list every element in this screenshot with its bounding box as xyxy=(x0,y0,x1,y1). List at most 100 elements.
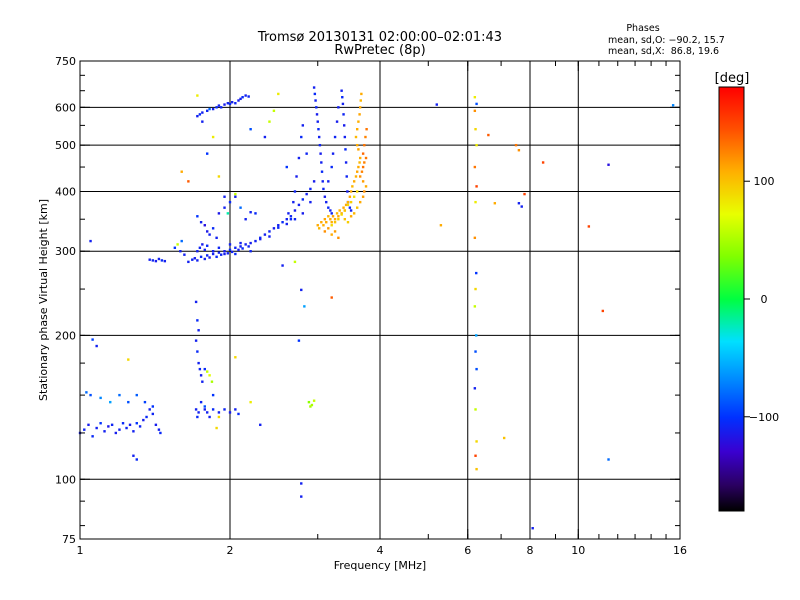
colorbar-tick-label: −100 xyxy=(749,411,779,424)
data-point xyxy=(247,95,250,98)
data-point xyxy=(293,260,297,264)
data-point xyxy=(205,411,209,414)
phases-mean-o: mean, sd,O: −90.2, 15.7 xyxy=(608,35,725,46)
data-point xyxy=(473,387,477,390)
data-point xyxy=(277,92,280,96)
data-point xyxy=(151,259,155,262)
data-point xyxy=(234,408,237,411)
data-point xyxy=(355,143,359,147)
data-point xyxy=(154,423,158,427)
data-point xyxy=(473,165,477,169)
data-point xyxy=(83,428,86,431)
data-point xyxy=(309,405,312,408)
data-point xyxy=(217,251,221,254)
data-point xyxy=(203,408,206,411)
data-point xyxy=(234,102,237,105)
data-point xyxy=(180,239,183,243)
x-tick-label: 4 xyxy=(377,544,384,557)
data-point xyxy=(354,135,358,139)
data-point xyxy=(95,426,98,430)
data-point xyxy=(234,246,237,249)
x-tick-label: 6 xyxy=(464,544,471,557)
data-point xyxy=(196,250,199,253)
data-point xyxy=(89,239,92,243)
data-point xyxy=(342,113,345,116)
data-point xyxy=(223,408,226,411)
data-point xyxy=(244,94,247,97)
data-point xyxy=(327,227,330,230)
data-point xyxy=(203,224,206,227)
data-point xyxy=(228,411,232,414)
data-point xyxy=(87,423,90,427)
data-point xyxy=(110,423,114,427)
data-point xyxy=(259,237,262,241)
data-point xyxy=(327,206,330,209)
data-point xyxy=(179,250,182,253)
chart-title: Tromsø 20130131 02:00:00–02:01:43 xyxy=(257,30,502,45)
data-point xyxy=(196,259,199,262)
data-point xyxy=(234,192,237,196)
data-points xyxy=(78,86,675,530)
data-point xyxy=(145,415,148,419)
data-point xyxy=(300,288,303,292)
data-point xyxy=(142,418,145,422)
data-point xyxy=(148,258,151,261)
data-point xyxy=(330,165,333,169)
data-point xyxy=(234,252,237,256)
data-point xyxy=(219,106,223,109)
data-point xyxy=(333,230,337,233)
data-point xyxy=(183,253,186,256)
data-point xyxy=(205,370,209,373)
data-point xyxy=(135,393,138,397)
data-point xyxy=(281,264,284,267)
data-point xyxy=(215,426,218,430)
data-point xyxy=(211,227,215,230)
data-point xyxy=(318,143,322,147)
y-axis-ticks: 75 100 200 300 400 500 600 750 xyxy=(55,55,680,546)
data-point xyxy=(342,124,346,127)
data-point xyxy=(358,200,362,204)
data-point xyxy=(127,400,130,404)
data-point xyxy=(346,200,350,204)
data-point xyxy=(355,127,359,131)
data-point xyxy=(531,527,534,530)
data-point xyxy=(361,195,365,198)
data-point xyxy=(114,431,118,435)
data-point xyxy=(331,215,335,218)
data-point xyxy=(439,224,443,227)
data-point xyxy=(99,396,102,400)
data-point xyxy=(249,400,252,404)
data-point xyxy=(99,422,102,425)
data-point xyxy=(148,408,151,411)
data-point xyxy=(520,205,523,208)
data-point xyxy=(237,412,240,416)
data-point xyxy=(340,213,343,216)
data-point xyxy=(329,218,332,221)
data-point xyxy=(321,180,324,183)
data-point xyxy=(234,195,237,198)
data-point xyxy=(541,161,545,164)
data-point xyxy=(475,367,478,371)
phases-mean-x: mean, sd,X: 86.8, 19.6 xyxy=(608,46,719,57)
data-point xyxy=(517,149,521,152)
data-point xyxy=(493,202,497,205)
data-point xyxy=(180,170,183,173)
data-point xyxy=(435,103,438,106)
y-tick-label: 400 xyxy=(55,185,76,198)
data-point xyxy=(358,106,362,109)
data-point xyxy=(300,495,303,498)
data-point xyxy=(474,200,477,204)
data-point xyxy=(239,245,242,248)
data-point xyxy=(344,148,347,151)
colorbar-label: [deg] xyxy=(715,71,750,86)
data-point xyxy=(351,185,354,188)
data-point xyxy=(297,339,301,342)
data-point xyxy=(333,135,337,139)
data-point xyxy=(217,415,221,419)
data-point xyxy=(201,380,204,383)
data-point xyxy=(159,431,162,435)
data-point xyxy=(293,209,297,212)
data-point xyxy=(203,367,206,371)
data-point xyxy=(249,127,252,131)
